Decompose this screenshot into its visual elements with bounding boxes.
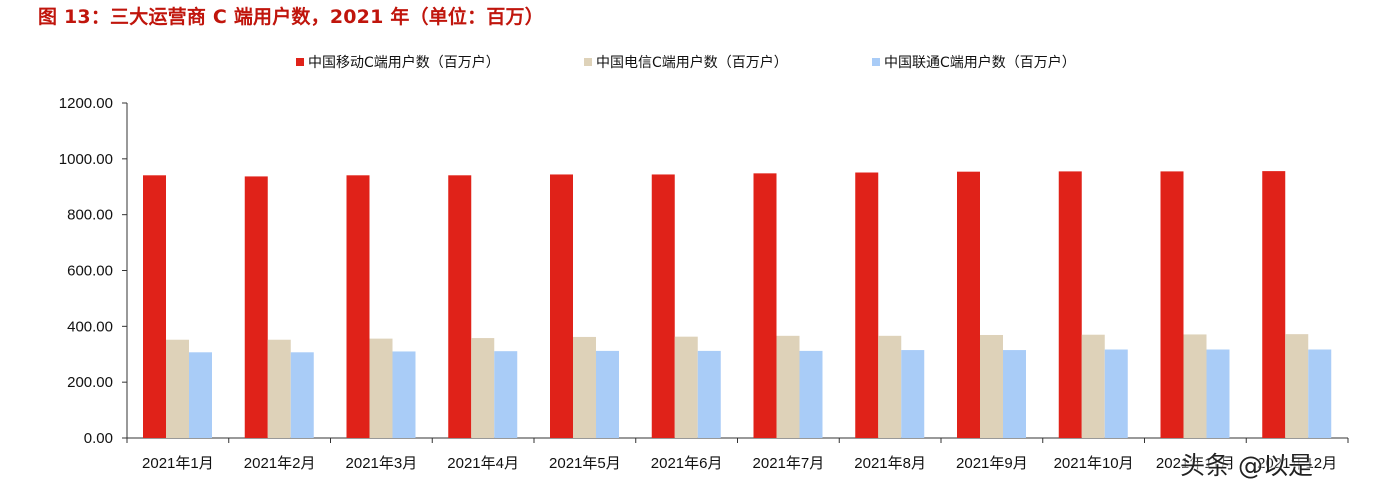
bar-3-10 <box>1104 349 1128 438</box>
bar-2-3 <box>369 338 393 438</box>
bar-3-3 <box>392 351 416 438</box>
x-tick-label: 2021年1月 <box>142 455 214 472</box>
bar-2-11 <box>1183 334 1207 438</box>
y-tick-label: 800.00 <box>67 207 113 224</box>
bar-3-9 <box>1003 350 1026 438</box>
bar-2-9 <box>980 334 1003 438</box>
bar-1-5 <box>550 174 573 438</box>
bar-3-1 <box>189 352 212 438</box>
bar-1-2 <box>244 176 268 438</box>
bar-1-9 <box>957 171 980 439</box>
legend-label: 中国移动C端用户数（百万户） <box>308 54 500 71</box>
legend-swatch <box>584 58 592 66</box>
bar-3-7 <box>799 350 823 438</box>
y-axis: 0.00 200.00 400.00 600.00 800.00 1000.00 1200.… <box>59 95 128 447</box>
figure-title: 图 13：三大运营商 C 端用户数，2021 年（单位：百万） <box>38 6 544 28</box>
x-tick-label: 2021年8月 <box>854 455 926 472</box>
bars <box>143 171 1332 439</box>
bar-1-4 <box>448 175 472 438</box>
x-tick-label: 2021年7月 <box>753 455 825 472</box>
x-tick-label: 2021年12月 <box>1257 455 1337 472</box>
x-axis: 2021年1月 2021年2月 2021年3月 2021年4月 2021年5月 2021年… <box>126 437 1349 472</box>
bar-3-2 <box>290 352 314 438</box>
bar-3-6 <box>697 350 721 438</box>
y-tick-label: 1200.00 <box>59 95 113 112</box>
x-tick-label: 2021年5月 <box>549 455 621 472</box>
x-tick-label: 2021年10月 <box>1054 455 1134 472</box>
legend-swatch <box>296 58 304 66</box>
x-tick-label: 2021年9月 <box>956 455 1028 472</box>
bar-3-11 <box>1206 349 1230 438</box>
bar-2-2 <box>267 339 291 438</box>
bar-2-4 <box>471 338 495 438</box>
y-tick-label: 600.00 <box>67 263 113 280</box>
y-tick-label: 200.00 <box>67 374 113 391</box>
bar-1-10 <box>1058 171 1082 439</box>
legend-label: 中国联通C端用户数（百万户） <box>884 54 1076 71</box>
bar-3-8 <box>901 350 925 438</box>
watermark: 头条 @以是 <box>1180 451 1313 480</box>
bar-2-7 <box>776 335 800 438</box>
legend-swatch <box>872 58 880 66</box>
bar-1-3 <box>346 175 370 438</box>
bar-2-6 <box>674 336 698 438</box>
x-tick-label: 2021年6月 <box>651 455 723 472</box>
bar-3-5 <box>596 350 619 438</box>
bar-2-1 <box>166 339 189 438</box>
bar-3-12 <box>1308 349 1332 438</box>
y-tick-label: 1000.00 <box>59 151 113 168</box>
x-tick-label: 2021年4月 <box>447 455 519 472</box>
x-tick-label: 2021年2月 <box>244 455 316 472</box>
y-tick-label: 400.00 <box>67 318 113 335</box>
legend-label: 中国电信C端用户数（百万户） <box>596 54 788 71</box>
bar-2-8 <box>878 335 902 438</box>
bar-1-11 <box>1160 171 1184 439</box>
bar-1-7 <box>753 173 777 438</box>
bar-1-6 <box>651 174 675 438</box>
y-tick-label: 0.00 <box>84 430 113 447</box>
bar-1-1 <box>143 175 166 438</box>
bar-2-5 <box>573 336 596 438</box>
bar-2-10 <box>1081 334 1105 438</box>
x-tick-label: 2021年3月 <box>346 455 418 472</box>
bar-3-4 <box>494 351 518 438</box>
x-tick-label: 2021年11月 <box>1156 455 1235 472</box>
bar-2-12 <box>1285 334 1309 438</box>
bar-1-8 <box>855 172 879 438</box>
bar-1-12 <box>1262 171 1286 438</box>
legend: 中国移动C端用户数（百万户） 中国电信C端用户数（百万户） 中国联通C端用户数（百万… <box>296 54 1076 71</box>
